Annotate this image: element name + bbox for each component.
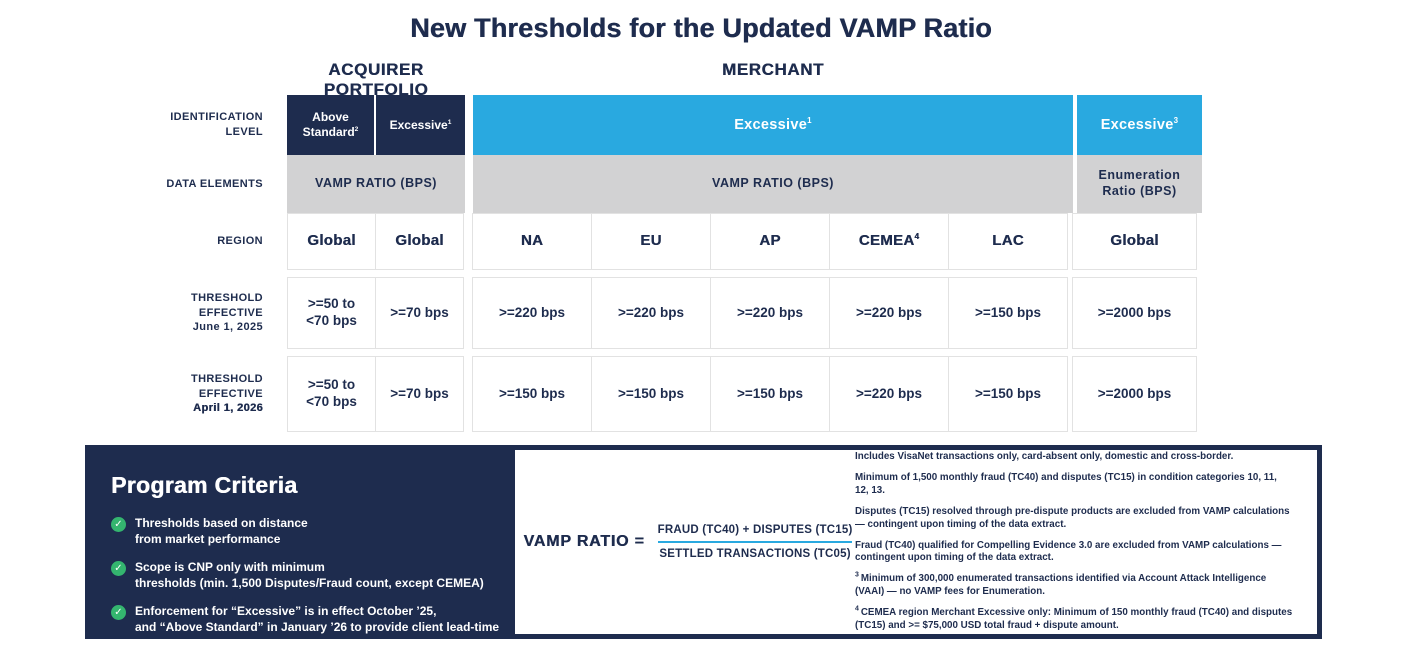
region-cell-acquirer-global-1: Global [287, 213, 376, 270]
criteria-bullet-text: Thresholds based on distance from market… [135, 516, 308, 546]
row-label-line: DATA ELEMENTS [166, 177, 263, 190]
threshold-cell: >=220 bps [591, 277, 711, 349]
region-cell-na: NA [472, 213, 592, 270]
row-label-threshold-june-2025: THRESHOLD EFFECTIVE June 1, 2025 [85, 277, 287, 349]
thresholds-table: ACQUIRER PORTFOLIO MERCHANT IDENTIFICATI… [85, 60, 1210, 432]
threshold-cell: >=70 bps [375, 356, 464, 432]
threshold-cell: >=220 bps [710, 277, 830, 349]
cell-acquirer-vamp-ratio: VAMP RATIO (BPS) [287, 155, 465, 213]
criteria-bullet: ✓ Enforcement for “Excessive” is in effe… [111, 604, 515, 635]
criteria-bullet: ✓ Thresholds based on distance from mark… [111, 516, 515, 547]
formula-fraction: FRAUD (TC40) + DISPUTES (TC15) SETTLED T… [657, 524, 853, 560]
row-threshold-june-2025: THRESHOLD EFFECTIVE June 1, 2025 >=50 to… [85, 277, 1210, 349]
bottom-panel: Program Criteria ✓ Thresholds based on d… [85, 445, 1322, 639]
row-label-date: April 1, 2026 [192, 402, 263, 415]
cell-merchant-vamp-ratio: VAMP RATIO (BPS) [473, 155, 1073, 213]
region-cell-ap: AP [710, 213, 830, 270]
row-label-line: EFFECTIVE [198, 306, 263, 319]
program-criteria-panel: Program Criteria ✓ Thresholds based on d… [85, 445, 515, 639]
row-data-elements: DATA ELEMENTS VAMP RATIO (BPS) VAMP RATI… [85, 155, 1210, 213]
fraction-divider [657, 541, 853, 543]
vamp-ratio-formula: VAMP RATIO = FRAUD (TC40) + DISPUTES (TC… [515, 450, 853, 634]
threshold-cell: >=220 bps [829, 277, 949, 349]
footnote: 3 Minimum of 300,000 enumerated transact… [855, 572, 1267, 598]
group-header-merchant: MERCHANT [721, 60, 825, 79]
row-label-region: REGION [85, 213, 287, 270]
cell-acquirer-excessive: Excessive1 [376, 95, 465, 155]
page-title: New Thresholds for the Updated VAMP Rati… [410, 13, 992, 43]
region-cell-cemea: CEMEA4 [829, 213, 949, 270]
row-spacer [85, 349, 1210, 356]
threshold-cell: >=150 bps [591, 356, 711, 432]
row-region: REGION Global Global NA EU AP CEMEA4 LAC… [85, 213, 1210, 270]
check-icon: ✓ [111, 605, 126, 621]
footnote: 4 CEMEA region Merchant Excessive only: … [855, 605, 1293, 632]
table-group-headers: ACQUIRER PORTFOLIO MERCHANT [85, 60, 1210, 99]
threshold-cell: >=220 bps [829, 356, 949, 432]
group-header-acquirer-portfolio: ACQUIRER PORTFOLIO [323, 60, 429, 99]
row-label-date: June 1, 2025 [192, 321, 263, 334]
threshold-cell: >=50 to <70 bps [287, 356, 376, 432]
cell-merchant-excessive: Excessive1 [473, 95, 1073, 155]
row-identification-level: IDENTIFICATION LEVEL Above Standard2 Exc… [85, 95, 1210, 155]
row-label-data-elements: DATA ELEMENTS [85, 155, 287, 213]
threshold-cell: >=70 bps [375, 277, 464, 349]
row-label-line: REGION [217, 235, 263, 248]
row-label-line: LEVEL [225, 126, 263, 138]
footnote: Fraud (TC40) qualified for Compelling Ev… [855, 539, 1282, 564]
footnote: Includes VisaNet transactions only, card… [855, 450, 1234, 462]
vamp-ratio-panel: VAMP RATIO = FRAUD (TC40) + DISPUTES (TC… [515, 450, 1317, 634]
threshold-cell: >=2000 bps [1072, 356, 1197, 432]
threshold-cell: >=150 bps [948, 356, 1068, 432]
cell-text: Above Standard2 [302, 110, 359, 139]
footnote: Minimum of 1,500 monthly fraud (TC40) an… [855, 471, 1277, 496]
footnote: Disputes (TC15) resolved through pre-dis… [855, 505, 1290, 530]
check-icon: ✓ [111, 517, 126, 532]
formula-label: VAMP RATIO = [523, 533, 645, 550]
cell-text: Excessive1 [389, 117, 452, 132]
criteria-bullet: ✓ Scope is CNP only with minimum thresho… [111, 560, 515, 591]
row-label-identification-level: IDENTIFICATION LEVEL [85, 95, 287, 155]
region-cell-lac: LAC [948, 213, 1068, 270]
row-label-line: THRESHOLD [190, 372, 263, 385]
cell-text: Excessive3 [1100, 116, 1179, 133]
threshold-cell: >=2000 bps [1072, 277, 1197, 349]
threshold-cell: >=220 bps [472, 277, 592, 349]
threshold-cell: >=150 bps [948, 277, 1068, 349]
threshold-cell: >=50 to <70 bps [287, 277, 376, 349]
program-criteria-heading: Program Criteria [111, 472, 298, 498]
cell-enumeration-excessive: Excessive3 [1077, 95, 1202, 155]
criteria-bullet-text: Scope is CNP only with minimum threshold… [135, 560, 484, 590]
row-threshold-april-2026: THRESHOLD EFFECTIVE April 1, 2026 >=50 t… [85, 356, 1210, 432]
row-label-threshold-april-2026: THRESHOLD EFFECTIVE April 1, 2026 [85, 356, 287, 432]
formula-denominator: SETTLED TRANSACTIONS (TC05) [659, 548, 851, 560]
cell-text: Excessive1 [734, 116, 812, 133]
check-icon: ✓ [111, 561, 126, 577]
formula-numerator: FRAUD (TC40) + DISPUTES (TC15) [657, 524, 853, 536]
footnotes: Includes VisaNet transactions only, card… [853, 450, 1317, 634]
row-label-line: EFFECTIVE [198, 387, 263, 400]
region-cell-acquirer-global-2: Global [375, 213, 464, 270]
row-label-line: IDENTIFICATION [170, 111, 263, 124]
cell-above-standard: Above Standard2 [287, 95, 376, 155]
region-cell-eu: EU [591, 213, 711, 270]
row-label-line: THRESHOLD [190, 291, 263, 304]
cell-enumeration-ratio: Enumeration Ratio (BPS) [1077, 155, 1202, 213]
threshold-cell: >=150 bps [472, 356, 592, 432]
row-spacer [85, 270, 1210, 277]
threshold-cell: >=150 bps [710, 356, 830, 432]
criteria-bullet-text: Enforcement for “Excessive” is in effect… [135, 604, 500, 634]
region-cell-enumeration-global: Global [1072, 213, 1197, 270]
